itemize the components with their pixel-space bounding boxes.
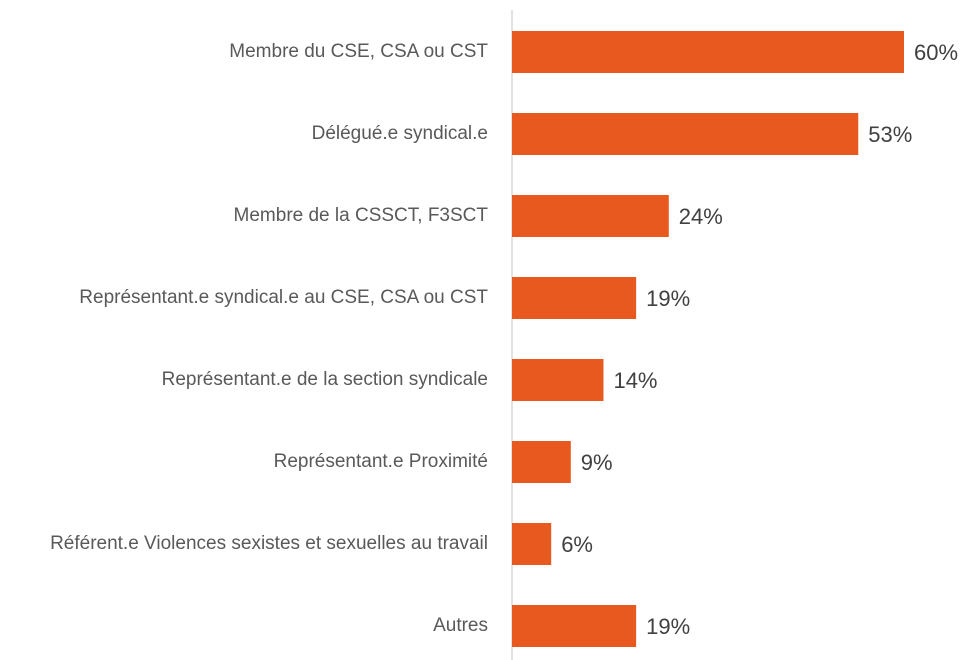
bar — [512, 523, 552, 565]
category-label: Représentant.e de la section syndicale — [162, 369, 488, 390]
bar — [512, 359, 604, 401]
category-label: Référent.e Violences sexistes et sexuell… — [50, 533, 488, 554]
value-label: 6% — [561, 532, 593, 557]
value-label: 9% — [581, 450, 613, 475]
category-label: Délégué.e syndical.e — [312, 123, 488, 144]
bar — [512, 195, 669, 237]
category-label: Représentant.e Proximité — [274, 451, 488, 472]
bar — [512, 605, 637, 647]
value-label: 53% — [868, 122, 912, 147]
category-label: Autres — [433, 615, 488, 636]
category-label: Membre de la CSSCT, F3SCT — [234, 205, 489, 226]
category-label: Membre du CSE, CSA ou CST — [229, 41, 488, 62]
bar — [512, 113, 859, 155]
category-label: Représentant.e syndical.e au CSE, CSA ou… — [79, 287, 488, 308]
bar — [512, 441, 571, 483]
value-label: 14% — [613, 368, 657, 393]
bar — [512, 31, 904, 73]
value-label: 60% — [914, 40, 958, 65]
value-label: 19% — [646, 614, 690, 639]
bar — [512, 277, 637, 319]
value-label: 24% — [679, 204, 723, 229]
value-label: 19% — [646, 286, 690, 311]
